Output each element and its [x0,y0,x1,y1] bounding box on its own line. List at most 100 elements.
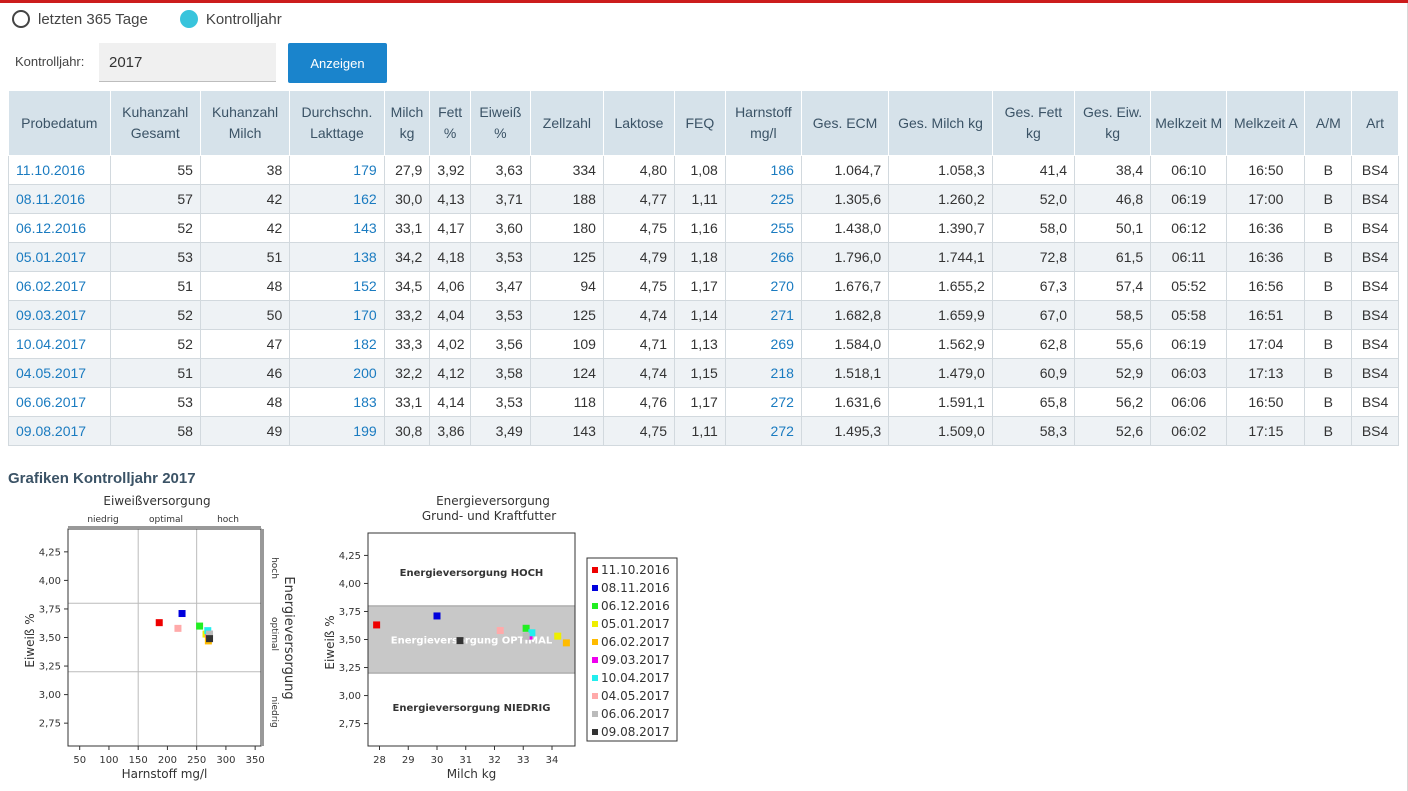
x-axis-label: Milch kg [447,767,497,781]
radio-control-year[interactable]: Kontrolljahr [179,10,282,28]
table-cell: 17:04 [1226,329,1306,359]
table-cell: 4,76 [602,387,676,417]
table-cell: 3,92 [429,155,471,185]
value-link[interactable]: 143 [289,213,385,243]
table-cell: 1.676,7 [800,271,890,301]
table-cell: BS4 [1351,300,1399,330]
table-cell: 3,71 [469,184,531,214]
table-cell: 1.518,1 [800,358,890,388]
value-link[interactable]: 200 [289,358,385,388]
table-row: 10.04.2017 52 47 182 33,3 4,02 3,56 109 4,71 1,13… [8,329,1399,359]
x-tick-label: 150 [129,755,148,766]
table-cell: 34,2 [383,242,431,272]
x-tick-label: 31 [459,755,472,766]
milk-control-table: Probedatum Kuhanzahl Gesamt Kuhanzahl Milc… [8,90,1399,446]
top-zone-label: optimal [149,515,183,525]
legend-swatch [592,585,598,591]
value-link[interactable]: 218 [724,358,802,388]
column-header: Eiweiß % [469,90,531,156]
legend-swatch [592,675,598,681]
probe-date-link[interactable]: 09.08.2017 [8,416,111,446]
table-cell: 3,63 [469,155,531,185]
probe-date-link[interactable]: 06.12.2016 [8,213,111,243]
top-zone-label: hoch [217,515,239,525]
value-link[interactable]: 269 [724,329,802,359]
value-link[interactable]: 272 [724,387,802,417]
probe-date-link[interactable]: 09.03.2017 [8,300,111,330]
table-cell: 3,86 [429,416,471,446]
table-cell: 4,79 [602,242,676,272]
probe-date-link[interactable]: 04.05.2017 [8,358,111,388]
table-cell: 1,16 [674,213,726,243]
y-tick-label: 2,75 [339,719,361,730]
value-link[interactable]: 152 [289,271,385,301]
table-cell: 16:50 [1226,155,1306,185]
legend-swatch [592,657,598,663]
y-tick-label: 3,00 [39,690,61,701]
value-link[interactable]: 186 [724,155,802,185]
x-tick-label: 29 [402,755,415,766]
show-button[interactable]: Anzeigen [288,43,387,83]
control-year-input[interactable] [99,43,276,82]
column-header: Ges. Fett kg [991,90,1076,156]
legend-swatch [592,567,598,573]
value-link[interactable]: 225 [724,184,802,214]
table-cell: B [1304,155,1353,185]
table-cell: 51 [109,271,201,301]
value-link[interactable]: 182 [289,329,385,359]
top-accent-bar [0,0,1408,3]
table-cell: B [1304,213,1353,243]
value-link[interactable]: 199 [289,416,385,446]
data-point [174,624,182,632]
x-tick-label: 28 [373,755,386,766]
value-link[interactable]: 138 [289,242,385,272]
table-cell: 41,4 [991,155,1076,185]
value-link[interactable]: 170 [289,300,385,330]
table-cell: 334 [529,155,604,185]
table-row: 06.02.2017 51 48 152 34,5 4,06 3,47 94 4,75 1,17 2… [8,271,1399,301]
value-link[interactable]: 179 [289,155,385,185]
value-link[interactable]: 271 [724,300,802,330]
y-tick-label: 4,25 [39,547,61,558]
table-cell: 06:19 [1150,184,1228,214]
column-header: Durchschn. Lakttage [289,90,385,156]
probe-date-link[interactable]: 06.02.2017 [8,271,111,301]
probe-date-link[interactable]: 08.11.2016 [8,184,111,214]
table-row: 09.08.2017 58 49 199 30,8 3,86 3,49 143 4,75 1,11… [8,416,1399,446]
value-link[interactable]: 272 [724,416,802,446]
table-cell: 33,2 [383,300,431,330]
y-tick-label: 4,00 [39,576,61,587]
probe-date-link[interactable]: 06.06.2017 [8,387,111,417]
y-tick-label: 3,50 [39,633,61,644]
table-cell: 1.479,0 [888,358,993,388]
table-cell: 52 [109,213,201,243]
table-cell: 3,56 [469,329,531,359]
control-year-label: Kontrolljahr: [15,54,85,69]
column-header: Fett % [429,90,471,156]
legend-swatch [592,711,598,717]
table-cell: 1,14 [674,300,726,330]
table-row: 06.06.2017 53 48 183 33,1 4,14 3,53 118 4,76 1,17… [8,387,1399,417]
table-cell: 67,3 [991,271,1076,301]
radio-last-365-days[interactable]: letzten 365 Tage [12,10,148,28]
table-cell: 58,0 [991,213,1076,243]
value-link[interactable]: 162 [289,184,385,214]
value-link[interactable]: 270 [724,271,802,301]
radio-checked-icon [179,10,198,28]
legend-swatch [592,621,598,627]
value-link[interactable]: 183 [289,387,385,417]
probe-date-link[interactable]: 10.04.2017 [8,329,111,359]
table-cell: 46 [199,358,291,388]
table-cell: 17:00 [1226,184,1306,214]
table-cell: 1.659,9 [888,300,993,330]
table-cell: 1,11 [674,184,726,214]
value-link[interactable]: 255 [724,213,802,243]
value-link[interactable]: 266 [724,242,802,272]
table-cell: 61,5 [1074,242,1152,272]
data-point [155,619,163,627]
probe-date-link[interactable]: 11.10.2016 [8,155,111,185]
table-cell: 3,60 [469,213,531,243]
chart-subtitle: Grund- und Kraftfutter [422,509,556,523]
probe-date-link[interactable]: 05.01.2017 [8,242,111,272]
table-cell: 33,3 [383,329,431,359]
